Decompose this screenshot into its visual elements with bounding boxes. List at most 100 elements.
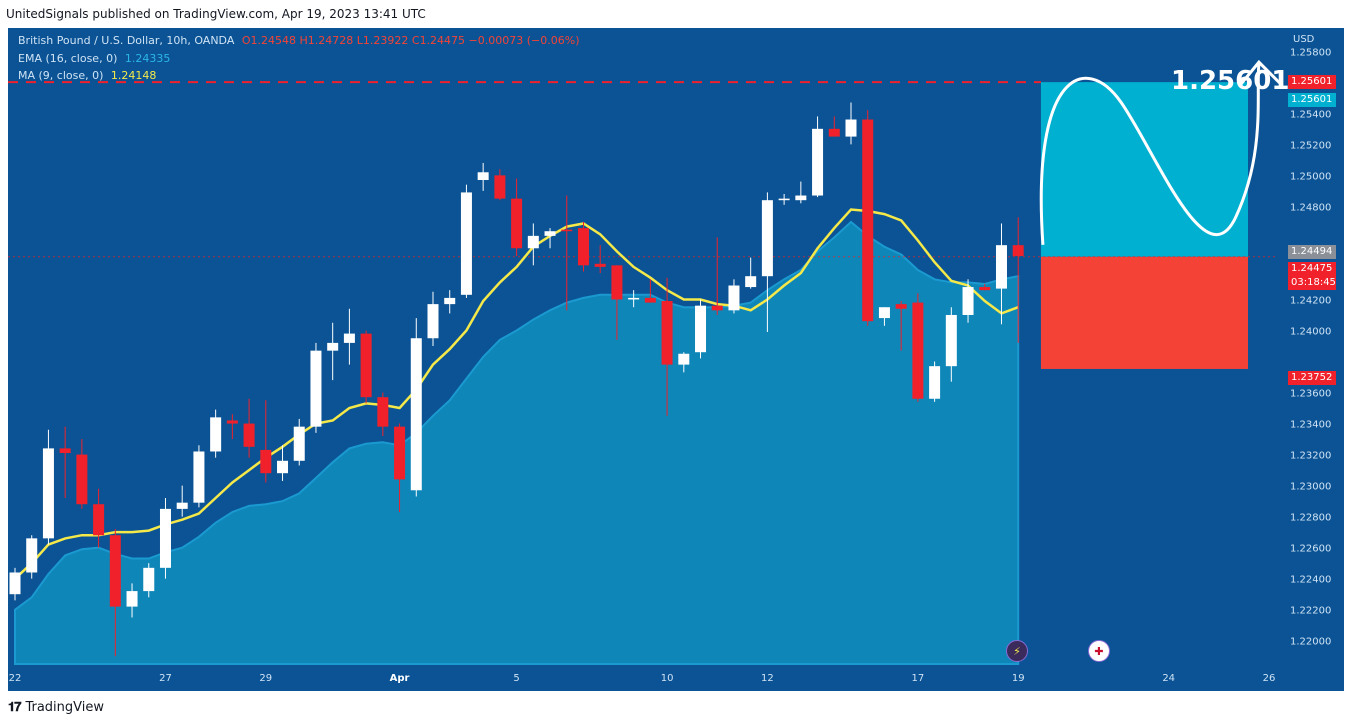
candle-body	[26, 538, 38, 573]
candle-body	[828, 128, 840, 137]
candle-body	[343, 333, 355, 343]
price-tick-label: 1.23000	[1290, 482, 1331, 493]
time-tick-label: 26	[1263, 673, 1276, 684]
candle-body	[544, 231, 556, 236]
candle-body	[360, 333, 372, 398]
candle-body	[76, 454, 88, 505]
time-axis-panel	[8, 664, 1344, 691]
candle-body	[895, 304, 907, 309]
ema-label: EMA (16, close, 0)	[18, 52, 118, 65]
price-tick-label: 1.23400	[1290, 420, 1331, 431]
candle-body	[611, 265, 623, 300]
candle-body	[377, 397, 389, 427]
candle-body	[795, 195, 807, 201]
candle-body	[210, 417, 222, 452]
candle-body	[778, 198, 790, 201]
time-tick-label: 19	[1012, 673, 1025, 684]
price-tick-label: 1.25000	[1290, 171, 1331, 182]
legend-symbol-row: British Pound / U.S. Dollar, 10h, OANDA …	[18, 34, 584, 47]
ema-value: 1.24335	[124, 52, 171, 65]
candle-body	[226, 420, 238, 424]
projection-curve	[1039, 63, 1261, 245]
price-label-stop: 1.23752	[1288, 371, 1336, 385]
tradingview-logo-icon[interactable]: 𝟏𝟕	[8, 700, 22, 715]
ema-area	[14, 220, 1020, 665]
price-label-target-red: 1.25601	[1288, 75, 1336, 89]
price-tick-label: 1.25200	[1290, 140, 1331, 151]
price-label-entry: 1.24494	[1288, 245, 1336, 259]
price-tick-label: 1.23600	[1290, 389, 1331, 400]
target-price-annotation: 1.25601	[1171, 66, 1290, 96]
time-tick-label: 5	[513, 673, 519, 684]
candle-body	[143, 567, 155, 592]
price-label-current: 1.24475	[1288, 262, 1336, 276]
candle-body	[327, 342, 339, 351]
price-tick-label: 1.22000	[1290, 637, 1331, 648]
countdown-label: 03:18:45	[1288, 276, 1336, 290]
candle-body	[745, 276, 757, 288]
projection-arrow	[1239, 59, 1282, 86]
price-tick-label: 1.22200	[1290, 606, 1331, 617]
ma-line	[14, 208, 1019, 580]
candle-body	[945, 314, 957, 367]
candle-body	[962, 287, 974, 315]
candle-body	[695, 305, 707, 353]
time-tick-label: 10	[661, 673, 674, 684]
price-tick-label: 1.24000	[1290, 326, 1331, 337]
time-tick-label: 17	[912, 673, 925, 684]
candle-body	[394, 426, 406, 480]
price-tick-label: 1.25800	[1290, 47, 1331, 58]
candle-body	[93, 504, 105, 536]
candle-body	[661, 301, 673, 365]
candle-body	[477, 172, 489, 181]
uk-flag-icon[interactable]: ✚	[1088, 640, 1110, 662]
footer-brand[interactable]: TradingView	[25, 700, 105, 715]
candle-body	[711, 305, 723, 311]
price-tick-label: 1.24800	[1290, 202, 1331, 213]
price-tick-label: 1.25400	[1290, 109, 1331, 120]
candle-body	[410, 338, 422, 491]
price-axis-panel	[1278, 28, 1344, 691]
legend-ma-row: MA (9, close, 0) 1.24148	[18, 69, 160, 82]
stop-zone	[1040, 256, 1248, 369]
candle-body	[728, 285, 740, 311]
price-tick-label: 1.23200	[1290, 451, 1331, 462]
currency-label: USD	[1293, 34, 1315, 45]
candle-body	[594, 263, 606, 267]
candle-body	[444, 297, 456, 305]
price-tick-label: 1.22800	[1290, 513, 1331, 524]
candle-body	[159, 508, 171, 568]
time-tick-label: 24	[1162, 673, 1175, 684]
candle-body	[678, 353, 690, 365]
candle-body	[761, 200, 773, 277]
candle-body	[912, 302, 924, 399]
candle-body	[427, 304, 439, 339]
chart-area[interactable]: 1.25800 1.25400 1.25200 1.25000 1.24800 1.242…	[8, 28, 1344, 691]
candle-body	[460, 192, 472, 295]
price-tick-label: 1.24200	[1290, 295, 1331, 306]
time-tick-label: 27	[159, 673, 172, 684]
candle-body	[862, 119, 874, 322]
publisher-line: UnitedSignals published on TradingView.c…	[6, 7, 426, 21]
candle-body	[644, 297, 656, 303]
price-tick-label: 1.22600	[1290, 544, 1331, 555]
candle-body	[878, 307, 890, 319]
time-tick-label: 22	[9, 673, 22, 684]
ma-value: 1.24148	[110, 69, 157, 82]
candle-body	[176, 502, 188, 509]
candle-body	[494, 175, 506, 199]
candle-body	[812, 128, 824, 196]
candle-body	[577, 228, 589, 266]
candle-body	[1012, 245, 1024, 257]
lightning-icon[interactable]: ⚡	[1006, 640, 1028, 662]
candle-body	[42, 448, 54, 539]
price-chart[interactable]: 1.25800 1.25400 1.25200 1.25000 1.24800 1.242…	[8, 28, 1344, 691]
footer: 𝟏𝟕 TradingView	[8, 700, 104, 715]
candle-body	[979, 287, 991, 291]
ma-label: MA (9, close, 0)	[18, 69, 104, 82]
price-tick-label: 1.22400	[1290, 575, 1331, 586]
target-zone	[1040, 82, 1248, 257]
candle-body	[293, 426, 305, 461]
time-tick-label: 12	[761, 673, 774, 684]
candle-body	[511, 198, 523, 249]
